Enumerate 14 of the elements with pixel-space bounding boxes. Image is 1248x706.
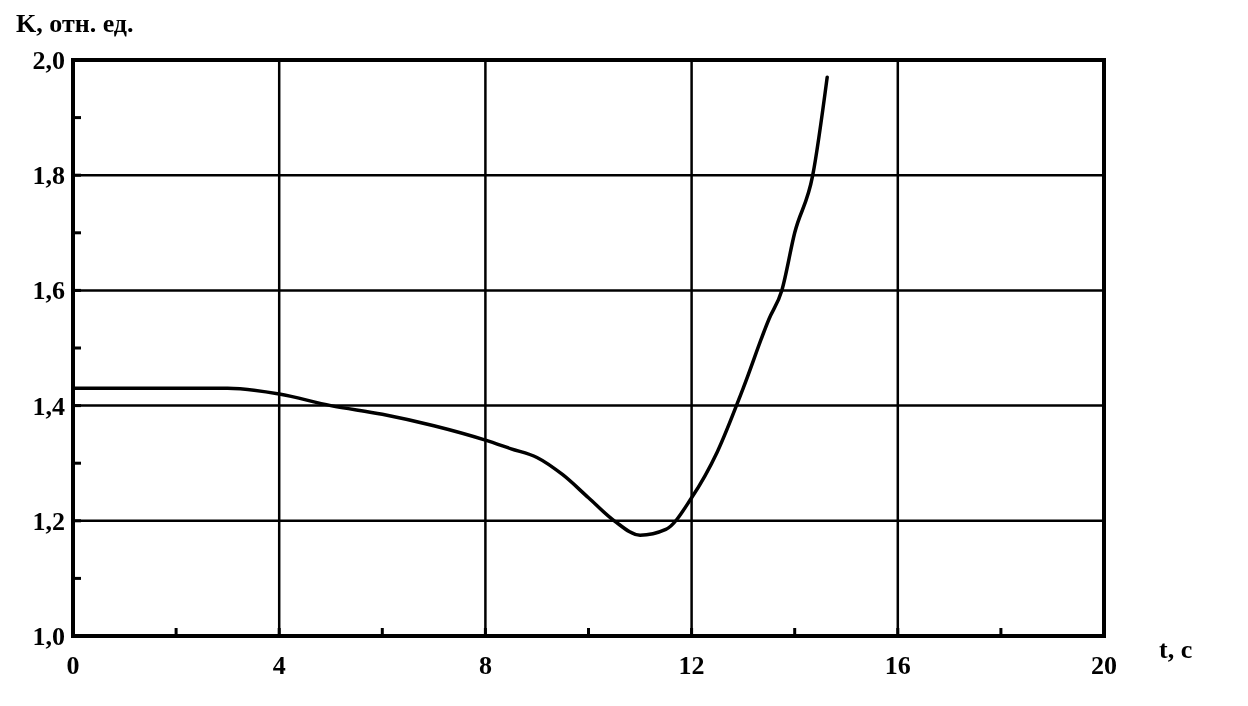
x-tick-label: 16 (884, 651, 911, 680)
y-tick-label: 1,2 (32, 506, 65, 536)
x-tick-label: 12 (678, 651, 705, 680)
y-tick-label: 1,8 (32, 161, 65, 191)
y-tick-label: 1,0 (32, 622, 65, 651)
y-axis-title: K, отн. ед. (16, 9, 134, 38)
x-tick-label: 4 (272, 651, 286, 680)
y-tick-label: 2,0 (32, 46, 65, 75)
y-tick-label: 1,4 (32, 391, 65, 421)
x-tick-label: 8 (478, 651, 492, 680)
x-axis-title: t, с (1159, 635, 1193, 664)
x-tick-label: 20 (1091, 651, 1117, 680)
y-tick-label: 1,6 (32, 276, 65, 306)
x-tick-label: 0 (66, 651, 80, 680)
